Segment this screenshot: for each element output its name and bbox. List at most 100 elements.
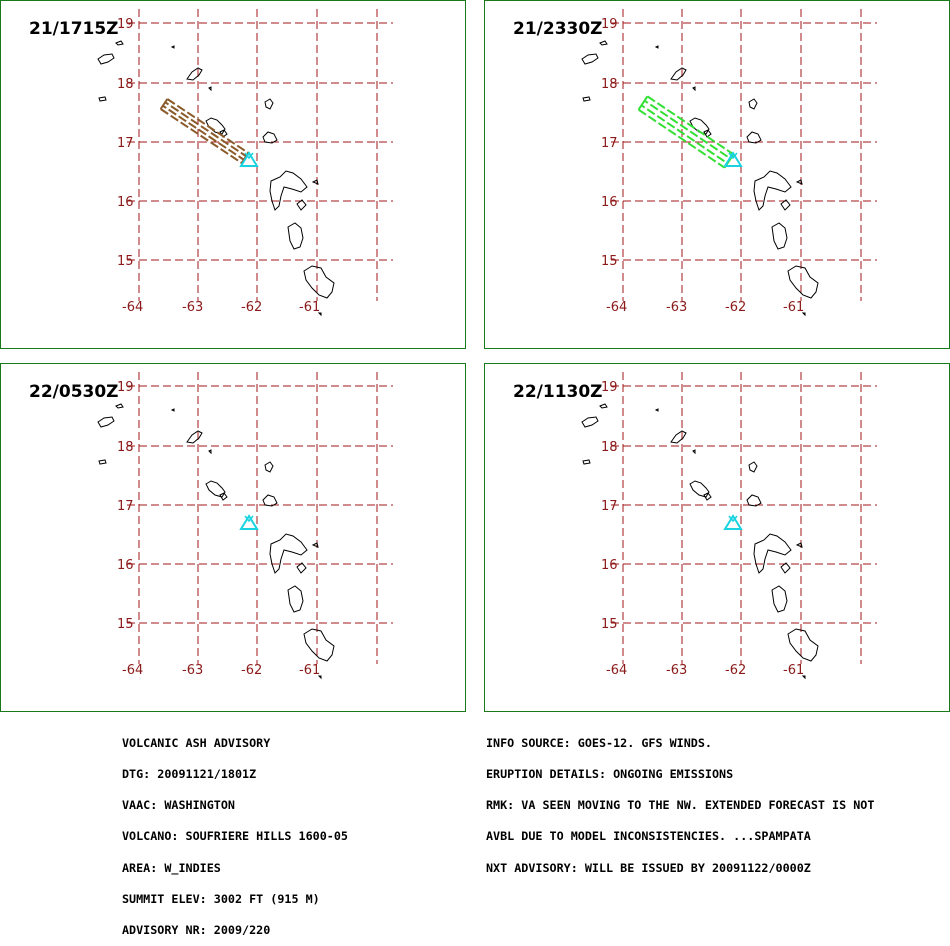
island-outline bbox=[208, 86, 212, 92]
volcano-triangle bbox=[723, 514, 743, 530]
island-outline bbox=[208, 449, 212, 455]
advisory-right-text: INFO SOURCE: GOES-12. GFS WINDS. ERUPTIO… bbox=[486, 717, 874, 883]
latitude-label: 15 bbox=[601, 617, 618, 632]
advisory-line: ERUPTION DETAILS: ONGOING EMISSIONS bbox=[486, 767, 734, 782]
island-outline bbox=[303, 265, 335, 299]
volcano-plume bbox=[728, 515, 738, 523]
advisory-line: ADVISORY NR: 2009/220 bbox=[122, 923, 271, 938]
advisory-line: AVBL DUE TO MODEL INCONSISTENCIES. ...SP… bbox=[486, 829, 811, 844]
island-outline bbox=[581, 53, 599, 65]
map-2: 19 18 17 16 15 -64 -63 -62 -61 bbox=[581, 9, 877, 317]
longitude-label: -63 bbox=[182, 663, 203, 678]
island-outline bbox=[303, 628, 335, 662]
volcano-icon bbox=[723, 151, 743, 167]
island-outline bbox=[582, 459, 591, 465]
island-outline bbox=[262, 131, 278, 144]
island-outline bbox=[170, 408, 175, 412]
island-outline bbox=[264, 98, 274, 110]
longitude-label: -64 bbox=[122, 300, 143, 315]
panel-time-label: 22/1130Z bbox=[513, 382, 603, 402]
longitude-label: -61 bbox=[299, 663, 320, 678]
island-outline bbox=[689, 480, 710, 498]
volcano-icon bbox=[239, 514, 259, 530]
advisory-line: VOLCANIC ASH ADVISORY bbox=[122, 735, 271, 750]
advisory-line: RMK: VA SEEN MOVING TO THE NW. EXTENDED … bbox=[486, 798, 875, 813]
advisory-left-text: VOLCANIC ASH ADVISORY DTG: 20091121/1801… bbox=[122, 717, 348, 946]
panel-2: 21/2330Z 19 18 17 16 15 -64 -63 -62 -61 bbox=[484, 0, 950, 349]
longitude-label: -64 bbox=[606, 300, 627, 315]
longitude-label: -62 bbox=[725, 300, 746, 315]
ash-edge bbox=[637, 108, 726, 169]
ash-cloud bbox=[159, 98, 250, 164]
volcano-triangle bbox=[723, 151, 743, 167]
island-outline bbox=[692, 449, 696, 455]
latitude-label: 17 bbox=[117, 136, 134, 151]
island-outline bbox=[264, 461, 274, 473]
island-outline bbox=[753, 170, 792, 211]
panel-1: 21/1715Z 19 18 17 16 15 -64 -63 -62 -61 bbox=[0, 0, 466, 349]
island-outline bbox=[795, 542, 803, 548]
advisory-line: DTG: 20091121/1801Z bbox=[122, 767, 257, 782]
volcano-triangle bbox=[239, 151, 259, 167]
island-outline bbox=[780, 562, 791, 574]
longitude-label: -61 bbox=[783, 300, 804, 315]
island-outline bbox=[98, 96, 107, 102]
island-outline bbox=[287, 222, 304, 250]
longitude-label: -62 bbox=[725, 663, 746, 678]
island-outline bbox=[98, 459, 107, 465]
longitude-label: -63 bbox=[182, 300, 203, 315]
longitude-label: -61 bbox=[783, 663, 804, 678]
map-1: 19 18 17 16 15 -64 -63 -62 -61 bbox=[97, 9, 393, 317]
latitude-label: 18 bbox=[117, 77, 134, 92]
advisory-line: SUMMIT ELEV: 3002 FT (915 M) bbox=[122, 891, 320, 906]
island-outline bbox=[654, 408, 659, 412]
panel-time-label: 21/2330Z bbox=[513, 19, 603, 39]
island-outline bbox=[670, 430, 687, 444]
advisory-line: VOLCANO: SOUFRIERE HILLS 1600-05 bbox=[122, 829, 348, 844]
island-outline bbox=[296, 562, 307, 574]
island-outline bbox=[311, 179, 319, 185]
island-outline bbox=[654, 45, 659, 49]
volcano-plume bbox=[244, 152, 254, 160]
island-outline bbox=[692, 86, 696, 92]
island-outline bbox=[746, 131, 762, 144]
latitude-label: 19 bbox=[117, 17, 134, 32]
longitude-label: -63 bbox=[666, 300, 687, 315]
island-outline bbox=[317, 675, 322, 680]
island-outline bbox=[703, 129, 712, 138]
longitude-label: -62 bbox=[241, 300, 262, 315]
island-outline bbox=[186, 430, 203, 444]
panel-4: 22/1130Z 19 18 17 16 15 -64 -63 -62 -61 bbox=[484, 363, 950, 712]
latitude-label: 19 bbox=[601, 380, 618, 395]
island-outline bbox=[670, 67, 687, 81]
island-outline bbox=[753, 533, 792, 574]
latitude-label: 18 bbox=[601, 77, 618, 92]
longitude-label: -61 bbox=[299, 300, 320, 315]
island-outline bbox=[746, 494, 762, 507]
ash-edge bbox=[160, 108, 243, 164]
latitude-label: 16 bbox=[601, 195, 618, 210]
advisory-line: NXT ADVISORY: WILL BE ISSUED BY 20091122… bbox=[486, 860, 811, 875]
latitude-label: 15 bbox=[117, 617, 134, 632]
advisory-line: AREA: W_INDIES bbox=[122, 860, 221, 875]
island-outline bbox=[801, 675, 806, 680]
ash-cap bbox=[159, 98, 169, 110]
ash-edge bbox=[644, 99, 732, 160]
volcano-icon bbox=[723, 514, 743, 530]
ash-edge bbox=[640, 104, 728, 165]
island-outline bbox=[599, 403, 608, 409]
advisory-line: VAAC: WASHINGTON bbox=[122, 798, 235, 813]
island-outline bbox=[582, 96, 591, 102]
latitude-label: 15 bbox=[601, 254, 618, 269]
island-outline bbox=[287, 585, 304, 613]
latitude-label: 17 bbox=[601, 499, 618, 514]
latitude-label: 18 bbox=[601, 440, 618, 455]
island-outline bbox=[219, 492, 228, 501]
island-outline bbox=[703, 492, 712, 501]
latitude-label: 16 bbox=[117, 195, 134, 210]
island-outline bbox=[771, 585, 788, 613]
longitude-label: -63 bbox=[666, 663, 687, 678]
latitude-label: 18 bbox=[117, 440, 134, 455]
volcano-icon bbox=[239, 151, 259, 167]
island-outline bbox=[581, 416, 599, 428]
